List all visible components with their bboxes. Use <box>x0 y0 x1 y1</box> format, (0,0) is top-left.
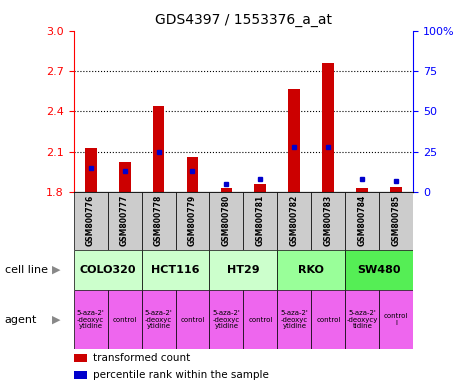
Text: ▶: ▶ <box>52 265 60 275</box>
Bar <box>288 88 300 192</box>
Text: cell line: cell line <box>5 265 48 275</box>
Bar <box>176 192 209 250</box>
Bar <box>187 157 199 192</box>
Text: 5-aza-2'
-deoxycy
tidine: 5-aza-2' -deoxycy tidine <box>347 310 378 329</box>
Bar <box>356 188 368 192</box>
Bar <box>311 290 345 349</box>
Bar <box>243 290 277 349</box>
Text: SW480: SW480 <box>358 265 401 275</box>
Bar <box>277 192 311 250</box>
Bar <box>390 187 402 192</box>
Bar <box>277 250 345 290</box>
Title: GDS4397 / 1553376_a_at: GDS4397 / 1553376_a_at <box>155 13 332 27</box>
Text: transformed count: transformed count <box>93 353 190 363</box>
Bar <box>243 192 277 250</box>
Bar <box>152 106 164 192</box>
Text: GSM800778: GSM800778 <box>154 195 163 247</box>
Bar <box>142 192 176 250</box>
Text: GSM800781: GSM800781 <box>256 195 265 247</box>
Bar <box>107 290 142 349</box>
Bar <box>345 192 379 250</box>
Bar <box>209 250 277 290</box>
Text: control: control <box>113 317 137 323</box>
Text: 5-aza-2'
-deoxyc
ytidine: 5-aza-2' -deoxyc ytidine <box>213 310 240 329</box>
Bar <box>277 290 311 349</box>
Bar <box>74 354 87 362</box>
Bar <box>85 147 96 192</box>
Text: GSM800783: GSM800783 <box>324 195 333 247</box>
Text: GSM800782: GSM800782 <box>290 195 299 247</box>
Bar <box>74 371 87 379</box>
Bar <box>255 184 266 192</box>
Bar <box>176 290 209 349</box>
Bar <box>209 192 243 250</box>
Bar <box>107 192 142 250</box>
Text: 5-aza-2'
-deoxyc
ytidine: 5-aza-2' -deoxyc ytidine <box>281 310 308 329</box>
Bar <box>345 250 413 290</box>
Text: HCT116: HCT116 <box>151 265 200 275</box>
Text: control
l: control l <box>384 313 408 326</box>
Text: control: control <box>316 317 341 323</box>
Text: GSM800777: GSM800777 <box>120 195 129 247</box>
Text: GSM800785: GSM800785 <box>392 195 401 247</box>
Bar <box>74 250 142 290</box>
Text: HT29: HT29 <box>227 265 260 275</box>
Bar <box>379 192 413 250</box>
Text: 5-aza-2'
-deoxyc
ytidine: 5-aza-2' -deoxyc ytidine <box>145 310 172 329</box>
Bar <box>379 290 413 349</box>
Text: RKO: RKO <box>298 265 324 275</box>
Text: control: control <box>248 317 273 323</box>
Bar <box>74 290 107 349</box>
Text: control: control <box>180 317 205 323</box>
Text: GSM800779: GSM800779 <box>188 195 197 247</box>
Bar <box>142 290 176 349</box>
Bar <box>345 290 379 349</box>
Text: GSM800784: GSM800784 <box>358 195 367 247</box>
Text: GSM800776: GSM800776 <box>86 195 95 247</box>
Text: percentile rank within the sample: percentile rank within the sample <box>93 370 269 380</box>
Bar <box>209 290 243 349</box>
Text: 5-aza-2'
-deoxyc
ytidine: 5-aza-2' -deoxyc ytidine <box>77 310 104 329</box>
Bar <box>311 192 345 250</box>
Text: ▶: ▶ <box>52 314 60 325</box>
Text: COLO320: COLO320 <box>79 265 136 275</box>
Bar <box>220 188 232 192</box>
Bar <box>323 63 334 192</box>
Bar <box>142 250 209 290</box>
Text: agent: agent <box>5 314 37 325</box>
Bar <box>119 162 131 192</box>
Bar <box>74 192 107 250</box>
Text: GSM800780: GSM800780 <box>222 195 231 247</box>
